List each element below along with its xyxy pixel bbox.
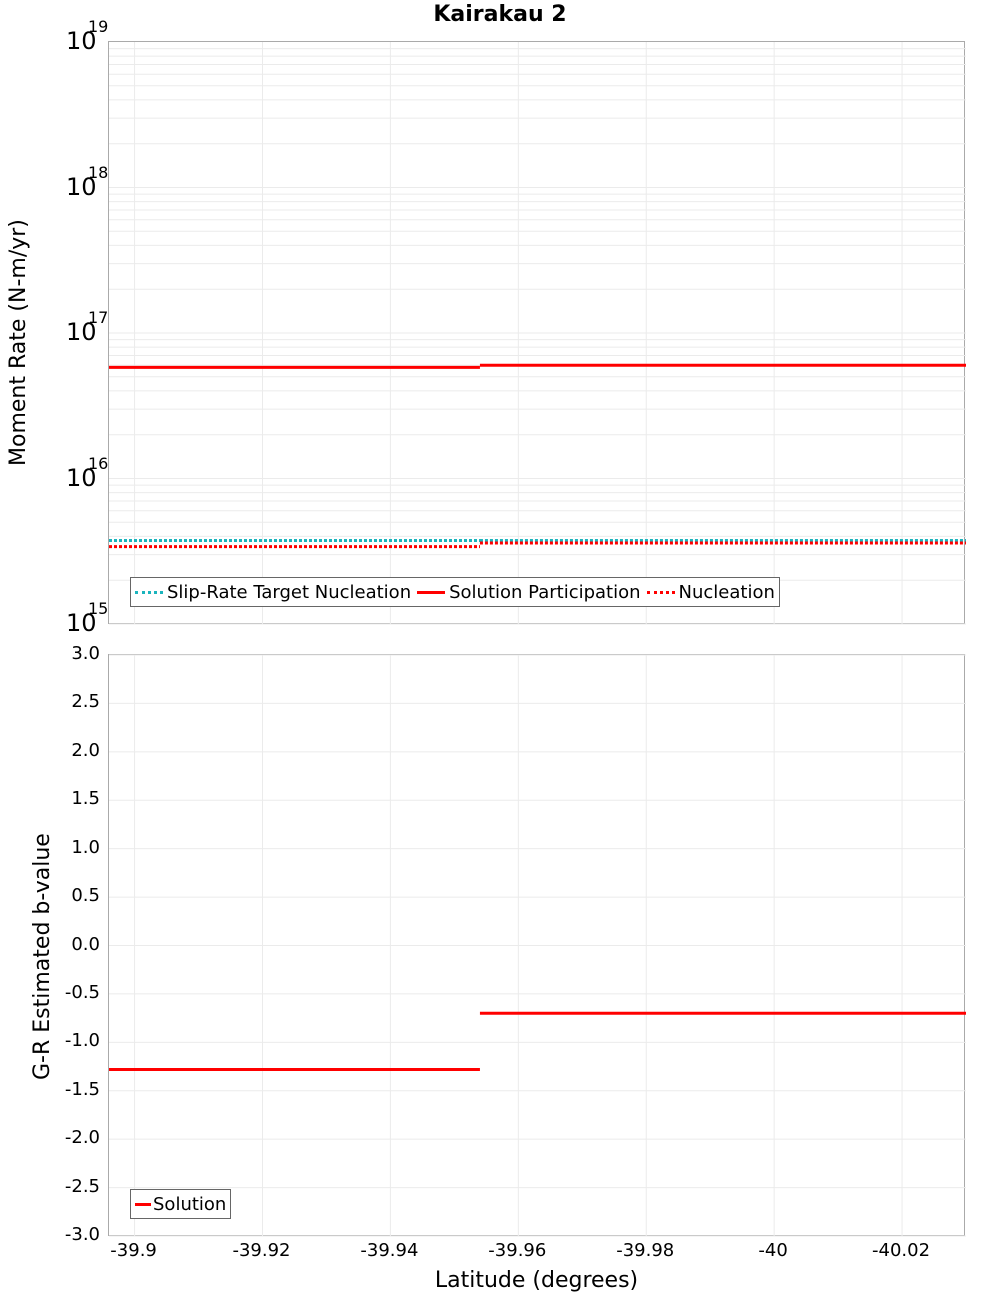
y-tick-label: 0.0 bbox=[71, 933, 100, 955]
chart-title: Kairakau 2 bbox=[433, 2, 567, 27]
legend-item-solution: Solution bbox=[135, 1194, 226, 1215]
y-tick-label: -2.5 bbox=[64, 1175, 100, 1197]
b-value-legend: Solution bbox=[130, 1189, 232, 1219]
legend-item-slip-rate-target: Slip-Rate Target Nucleation bbox=[135, 582, 411, 603]
x-tick-label: -39.92 bbox=[232, 1240, 291, 1261]
legend-item-nucleation: Nucleation bbox=[646, 582, 775, 603]
solid-red-line-icon bbox=[417, 590, 446, 594]
y-tick-label: 1.5 bbox=[71, 788, 100, 810]
x-tick-label: -40 bbox=[758, 1240, 788, 1261]
x-tick-label: -39.96 bbox=[488, 1240, 547, 1261]
y-tick-label: 0.5 bbox=[71, 885, 100, 907]
y-tick-label: 3.0 bbox=[71, 643, 100, 664]
y-tick-label: 2.0 bbox=[71, 739, 100, 761]
b-value-plot: Solution bbox=[108, 654, 966, 1237]
x-axis-label: Latitude (degrees) bbox=[434, 1268, 639, 1293]
y-tick-label: -1.0 bbox=[64, 1030, 100, 1052]
y-tick-label: 1.0 bbox=[71, 836, 100, 858]
moment-rate-plot: Slip-Rate Target Nucleation Solution Par… bbox=[108, 41, 966, 625]
legend-item-solution-participation: Solution Participation bbox=[417, 582, 641, 603]
x-tick-label: -39.9 bbox=[110, 1240, 157, 1261]
top-y-tick-1e16: 10 16 bbox=[66, 454, 109, 492]
y-tick-label: -2.0 bbox=[64, 1127, 100, 1149]
dotted-red-line-icon bbox=[646, 590, 675, 594]
solid-red-line-icon bbox=[135, 1202, 151, 1206]
y-tick-label: -0.5 bbox=[64, 981, 100, 1003]
top-y-axis-label: Moment Rate (N-m/yr) bbox=[6, 219, 31, 466]
b-value-plot-area bbox=[109, 654, 966, 1237]
moment-rate-plot-area bbox=[109, 42, 966, 625]
x-tick-label: -39.94 bbox=[360, 1240, 419, 1261]
y-tick-label: -1.5 bbox=[64, 1078, 100, 1100]
y-tick-label: 2.5 bbox=[71, 691, 100, 713]
x-tick-label: -40.02 bbox=[872, 1240, 931, 1261]
moment-rate-legend: Slip-Rate Target Nucleation Solution Par… bbox=[130, 577, 780, 607]
top-y-tick-1e17: 10 17 bbox=[66, 308, 109, 346]
top-y-tick-1e19: 10 19 bbox=[66, 17, 109, 55]
y-tick-label: -3.0 bbox=[64, 1224, 100, 1245]
dotted-cyan-line-icon bbox=[135, 590, 163, 594]
top-y-tick-1e15: 10 15 bbox=[66, 599, 109, 637]
x-tick-label: -39.98 bbox=[616, 1240, 675, 1261]
top-y-tick-1e18: 10 18 bbox=[66, 163, 109, 201]
